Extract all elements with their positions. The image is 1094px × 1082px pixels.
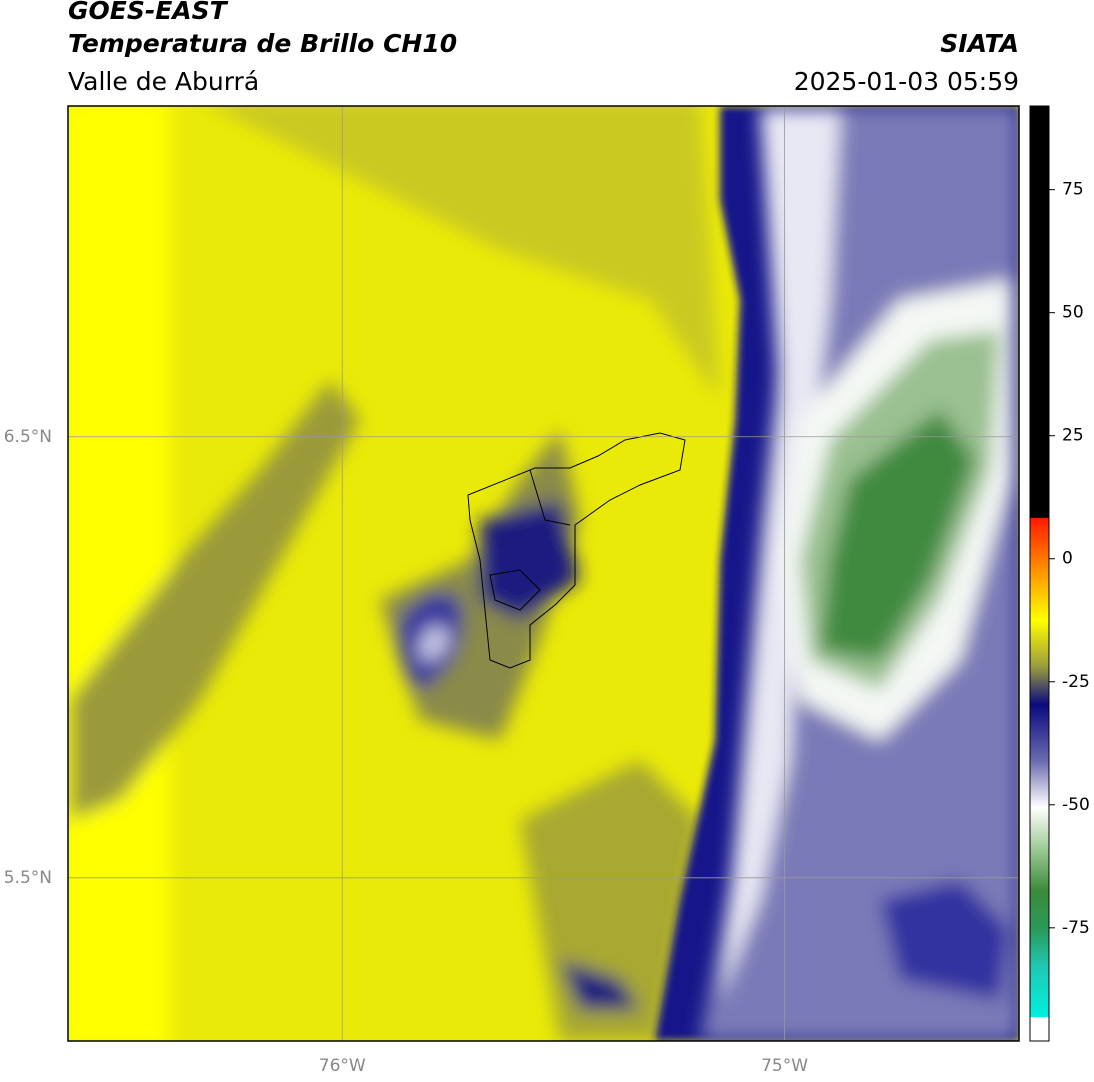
colorbar-tick-label: 75 bbox=[1062, 180, 1084, 200]
title: GOES-EAST bbox=[68, 0, 229, 25]
colorbar-tick-label: 25 bbox=[1062, 426, 1084, 446]
region: Valle de Aburrá bbox=[68, 67, 259, 96]
colorbar-tick-label: 50 bbox=[1062, 303, 1084, 323]
colorbar bbox=[1029, 105, 1050, 1042]
graticule: 76°W 75°W 6.5°N 5.5°N bbox=[4, 106, 1019, 1076]
lat-label: 6.5°N bbox=[4, 427, 52, 447]
timestamp: 2025-01-03 05:59 bbox=[794, 67, 1019, 96]
subtitle: Temperatura de Brillo CH10 bbox=[68, 29, 457, 58]
source: SIATA bbox=[940, 29, 1019, 58]
lat-label: 5.5°N bbox=[4, 868, 52, 888]
lon-label: 75°W bbox=[761, 1056, 808, 1076]
colorbar-tick-label: -75 bbox=[1062, 918, 1090, 938]
colorbar-tick-label: -50 bbox=[1062, 795, 1090, 815]
satellite-image bbox=[68, 106, 1019, 1041]
map-frame bbox=[67, 105, 1020, 1042]
lon-label: 76°W bbox=[319, 1056, 366, 1076]
colorbar-tick-label: -25 bbox=[1062, 672, 1090, 692]
colorbar-tick-label: 0 bbox=[1062, 549, 1073, 569]
